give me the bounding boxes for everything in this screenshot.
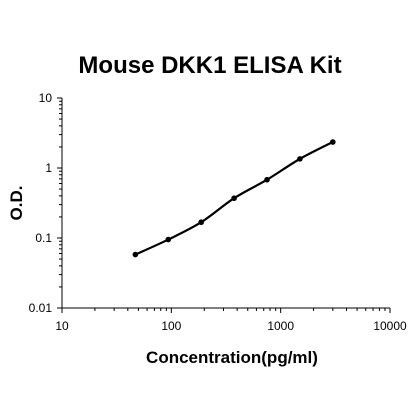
data-point: [132, 251, 139, 258]
axis-ticks: [57, 97, 391, 313]
y-tick-label: 1: [45, 161, 52, 175]
y-axis-label: O.D.: [7, 186, 26, 221]
x-axis-label: Concentration(pg/ml): [146, 348, 318, 367]
x-tick-label: 10: [55, 319, 69, 333]
x-tick-label: 1000: [267, 319, 294, 333]
data-point: [330, 139, 336, 145]
x-tick-label: 10000: [373, 319, 407, 333]
data-point: [198, 219, 204, 226]
x-tick-label: 100: [161, 319, 181, 333]
chart-title: Mouse DKK1 ELISA Kit: [78, 52, 342, 79]
data-points: [132, 139, 336, 258]
data-point: [297, 156, 303, 162]
data-point: [264, 176, 270, 183]
data-point: [231, 195, 237, 202]
y-tick-label: 0.1: [35, 231, 52, 245]
axes: [61, 98, 390, 309]
y-tick-label: 0.01: [29, 301, 53, 315]
tick-labels: 10 100 1000 10000 10 1 0.1 0.01: [29, 91, 407, 333]
data-point: [165, 236, 172, 243]
y-tick-label: 10: [39, 91, 53, 105]
